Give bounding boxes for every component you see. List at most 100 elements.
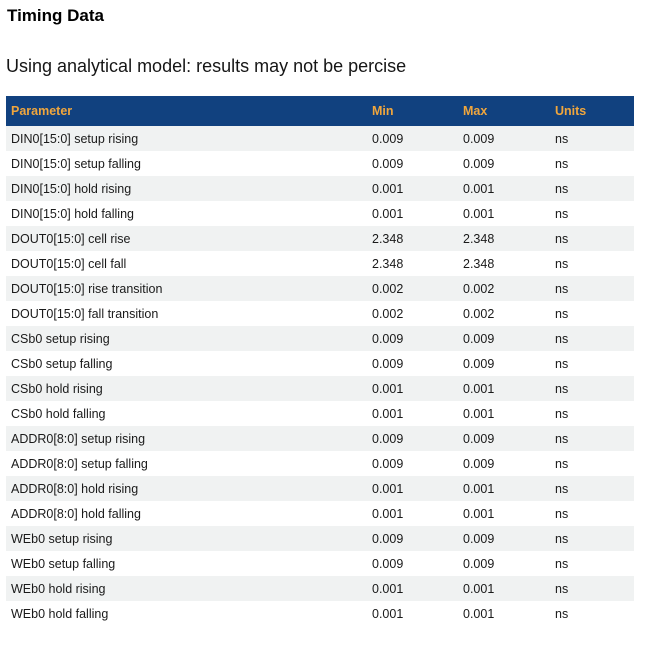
min-value-cell: 0.009 — [372, 431, 404, 446]
units-cell: ns — [555, 256, 569, 271]
max-value-cell: 0.001 — [463, 181, 495, 196]
table-row: DOUT0[15:0] cell rise 2.348 2.348 ns — [6, 226, 634, 252]
table-row: DIN0[15:0] hold falling 0.001 0.001 ns — [6, 201, 634, 227]
max-value-cell: 0.009 — [463, 131, 495, 146]
parameter-cell: ADDR0[8:0] hold rising — [11, 481, 139, 496]
min-value-cell: 0.002 — [372, 306, 404, 321]
min-value-cell: 0.009 — [372, 356, 404, 371]
min-value-cell: 0.009 — [372, 531, 404, 546]
units-cell: ns — [555, 231, 569, 246]
model-disclaimer: Using analytical model: results may not … — [6, 55, 407, 76]
min-value-cell: 0.001 — [372, 481, 404, 496]
max-value-cell: 0.009 — [463, 331, 495, 346]
parameter-cell: DOUT0[15:0] cell rise — [11, 231, 131, 246]
min-value-cell: 0.001 — [372, 181, 404, 196]
table-row: DOUT0[15:0] fall transition 0.002 0.002 … — [6, 301, 634, 327]
min-value-cell: 0.001 — [372, 406, 404, 421]
max-value-cell: 2.348 — [463, 256, 495, 271]
min-value-cell: 0.001 — [372, 506, 404, 521]
parameter-cell: CSb0 hold falling — [11, 406, 106, 421]
table-row: DIN0[15:0] hold rising 0.001 0.001 ns — [6, 176, 634, 202]
page-title: Timing Data — [7, 6, 104, 25]
parameter-cell: DOUT0[15:0] cell fall — [11, 256, 127, 271]
parameter-cell: CSb0 setup falling — [11, 356, 113, 371]
units-cell: ns — [555, 181, 569, 196]
parameter-cell: WEb0 hold falling — [11, 606, 109, 621]
parameter-cell: ADDR0[8:0] hold falling — [11, 506, 141, 521]
column-header-min: Min — [372, 104, 394, 119]
units-cell: ns — [555, 481, 569, 496]
min-value-cell: 0.009 — [372, 156, 404, 171]
units-cell: ns — [555, 556, 569, 571]
table-row: DIN0[15:0] setup falling 0.009 0.009 ns — [6, 151, 634, 177]
max-value-cell: 0.009 — [463, 431, 495, 446]
max-value-cell: 0.009 — [463, 156, 495, 171]
min-value-cell: 2.348 — [372, 231, 404, 246]
table-row: WEb0 hold rising 0.001 0.001 ns — [6, 576, 634, 602]
parameter-cell: DIN0[15:0] hold falling — [11, 206, 134, 221]
table-row: DOUT0[15:0] cell fall 2.348 2.348 ns — [6, 251, 634, 277]
table-header: Parameter Min Max Units — [6, 96, 634, 127]
table-row: CSb0 setup rising 0.009 0.009 ns — [6, 326, 634, 352]
units-cell: ns — [555, 356, 569, 371]
max-value-cell: 0.001 — [463, 381, 495, 396]
table-body: DIN0[15:0] setup rising 0.009 0.009 ns D… — [6, 126, 634, 627]
units-cell: ns — [555, 306, 569, 321]
max-value-cell: 2.348 — [463, 231, 495, 246]
column-header-units: Units — [555, 104, 587, 119]
parameter-cell: DIN0[15:0] hold rising — [11, 181, 132, 196]
min-value-cell: 0.001 — [372, 581, 404, 596]
min-value-cell: 0.001 — [372, 206, 404, 221]
table-row: WEb0 setup rising 0.009 0.009 ns — [6, 526, 634, 552]
units-cell: ns — [555, 531, 569, 546]
parameter-cell: ADDR0[8:0] setup rising — [11, 431, 146, 446]
parameter-cell: CSb0 setup rising — [11, 331, 110, 346]
parameter-cell: WEb0 setup rising — [11, 531, 113, 546]
max-value-cell: 0.009 — [463, 531, 495, 546]
parameter-cell: DIN0[15:0] setup falling — [11, 156, 141, 171]
units-cell: ns — [555, 281, 569, 296]
max-value-cell: 0.001 — [463, 581, 495, 596]
table-header-row: Parameter Min Max Units — [6, 96, 634, 127]
min-value-cell: 0.009 — [372, 331, 404, 346]
units-cell: ns — [555, 606, 569, 621]
parameter-cell: DIN0[15:0] setup rising — [11, 131, 139, 146]
units-cell: ns — [555, 156, 569, 171]
units-cell: ns — [555, 431, 569, 446]
min-value-cell: 0.009 — [372, 131, 404, 146]
units-cell: ns — [555, 406, 569, 421]
parameter-cell: WEb0 hold rising — [11, 581, 106, 596]
units-cell: ns — [555, 456, 569, 471]
units-cell: ns — [555, 581, 569, 596]
min-value-cell: 2.348 — [372, 256, 404, 271]
min-value-cell: 0.001 — [372, 606, 404, 621]
units-cell: ns — [555, 206, 569, 221]
max-value-cell: 0.002 — [463, 306, 495, 321]
units-cell: ns — [555, 131, 569, 146]
max-value-cell: 0.009 — [463, 556, 495, 571]
max-value-cell: 0.001 — [463, 406, 495, 421]
min-value-cell: 0.002 — [372, 281, 404, 296]
parameter-cell: WEb0 setup falling — [11, 556, 116, 571]
table-row: DIN0[15:0] setup rising 0.009 0.009 ns — [6, 126, 634, 152]
max-value-cell: 0.009 — [463, 456, 495, 471]
table-row: CSb0 hold rising 0.001 0.001 ns — [6, 376, 634, 402]
table-row: ADDR0[8:0] setup falling 0.009 0.009 ns — [6, 451, 634, 477]
units-cell: ns — [555, 381, 569, 396]
parameter-cell: DOUT0[15:0] fall transition — [11, 306, 159, 321]
table-row: ADDR0[8:0] hold falling 0.001 0.001 ns — [6, 501, 634, 527]
table-row: ADDR0[8:0] setup rising 0.009 0.009 ns — [6, 426, 634, 452]
timing-data-table: Parameter Min Max Units DIN0[15:0] setup… — [6, 96, 634, 627]
units-cell: ns — [555, 331, 569, 346]
table-row: WEb0 hold falling 0.001 0.001 ns — [6, 601, 634, 627]
max-value-cell: 0.001 — [463, 206, 495, 221]
max-value-cell: 0.001 — [463, 506, 495, 521]
units-cell: ns — [555, 506, 569, 521]
table-row: DOUT0[15:0] rise transition 0.002 0.002 … — [6, 276, 634, 302]
parameter-cell: DOUT0[15:0] rise transition — [11, 281, 163, 296]
table-row: ADDR0[8:0] hold rising 0.001 0.001 ns — [6, 476, 634, 502]
parameter-cell: CSb0 hold rising — [11, 381, 103, 396]
column-header-max: Max — [463, 104, 488, 119]
parameter-cell: ADDR0[8:0] setup falling — [11, 456, 148, 471]
table-row: CSb0 setup falling 0.009 0.009 ns — [6, 351, 634, 377]
